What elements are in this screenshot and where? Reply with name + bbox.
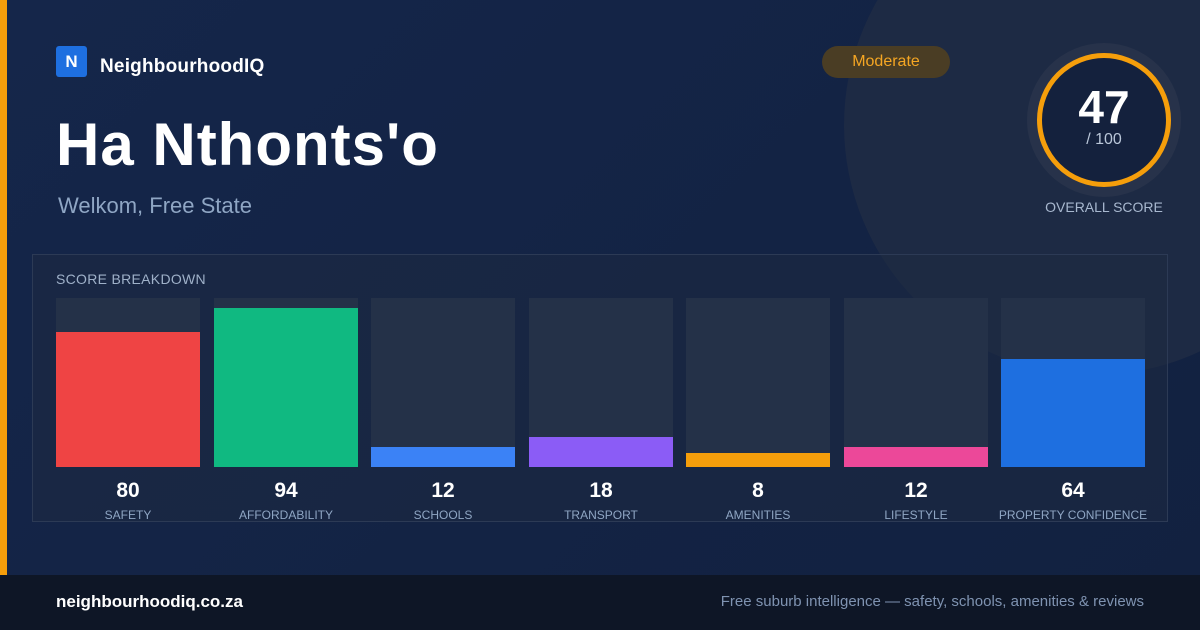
bar-amenities	[686, 453, 830, 467]
suburb-title: Ha Nthonts'o	[56, 111, 439, 178]
bar-label-affordability: AFFORDABILITY	[238, 508, 333, 522]
bar-value-property-confidence: 64	[1061, 479, 1085, 502]
bar-value-amenities: 8	[752, 479, 764, 502]
brand-name: NeighbourhoodIQ	[100, 56, 265, 77]
bar-value-lifestyle: 12	[904, 479, 928, 502]
bar-label-lifestyle: LIFESTYLE	[884, 508, 948, 522]
bar-track-amenities	[686, 298, 830, 467]
bar-track-safety	[56, 298, 200, 467]
bar-schools	[371, 447, 515, 467]
bar-track-affordability	[214, 298, 358, 467]
bar-affordability	[214, 308, 358, 467]
bar-value-schools: 12	[431, 479, 455, 502]
bar-label-safety: SAFETY	[104, 508, 152, 522]
suburb-location: Welkom, Free State	[58, 193, 252, 218]
footer-tagline: Free suburb intelligence — safety, schoo…	[720, 593, 1144, 610]
overall-score-caption: OVERALL SCORE	[1045, 199, 1163, 215]
bar-track-schools	[371, 298, 515, 467]
bar-label-schools: SCHOOLS	[413, 508, 473, 522]
footer-url-link[interactable]: neighbourhoodiq.co.za	[56, 592, 243, 611]
breakdown-title: SCORE BREAKDOWN	[56, 271, 206, 287]
bar-property-confidence	[1001, 359, 1145, 467]
bar-value-affordability: 94	[274, 479, 298, 502]
bar-safety	[56, 332, 200, 467]
bar-label-transport: TRANSPORT	[564, 508, 638, 522]
score-ring	[1037, 53, 1171, 187]
bar-label-property-confidence: PROPERTY CONFIDENCE	[998, 508, 1148, 522]
bar-track-lifestyle	[844, 298, 988, 467]
bar-lifestyle	[844, 447, 988, 467]
footer	[0, 575, 1200, 630]
bar-label-amenities: AMENITIES	[725, 508, 791, 522]
bar-track-transport	[529, 298, 673, 467]
rating-badge: Moderate	[822, 46, 950, 78]
overall-score-max: / 100	[1086, 131, 1122, 148]
bar-value-transport: 18	[589, 479, 613, 502]
bar-value-safety: 80	[116, 479, 140, 502]
logo-icon: N	[56, 46, 87, 77]
bar-transport	[529, 437, 673, 467]
bar-track-property-confidence	[1001, 298, 1145, 467]
overall-score-value: 47	[1078, 81, 1130, 133]
accent-strip	[0, 0, 7, 575]
